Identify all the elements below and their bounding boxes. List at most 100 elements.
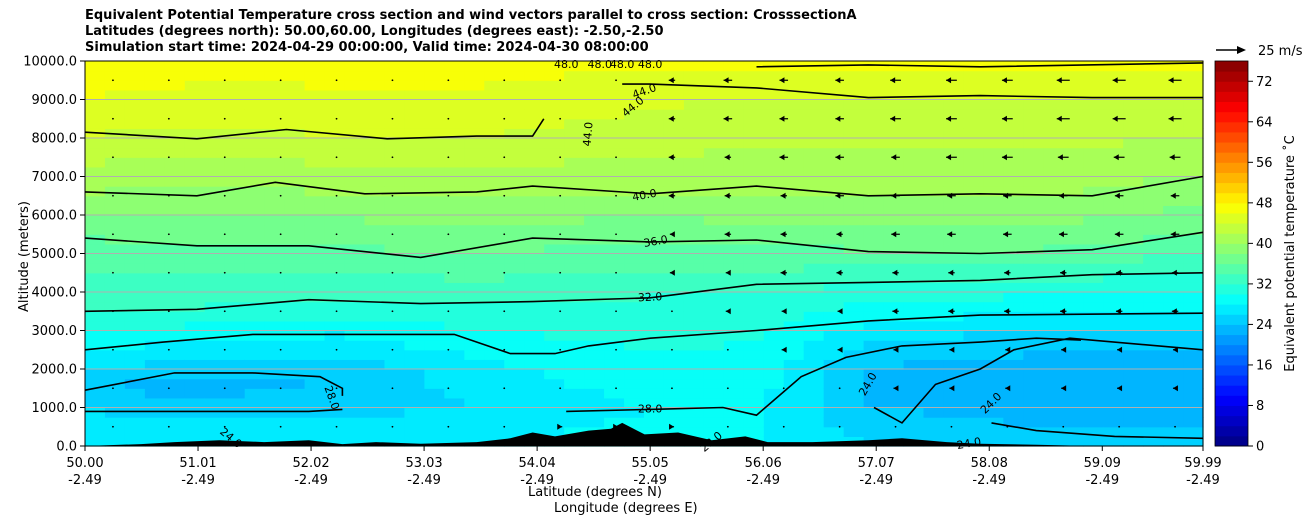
field-cell — [484, 118, 505, 129]
field-cell — [1183, 359, 1204, 370]
field-cell — [1183, 118, 1204, 129]
field-cell — [604, 128, 625, 139]
field-cell — [384, 70, 406, 81]
field-cell — [983, 166, 1004, 178]
field-cell — [963, 272, 984, 283]
field-cell — [743, 320, 765, 332]
field-cell — [124, 417, 146, 428]
field-cell — [224, 272, 246, 283]
field-cell — [264, 426, 286, 437]
field-cell — [144, 224, 166, 235]
field-cell — [1123, 369, 1144, 380]
field-cell — [1063, 282, 1084, 293]
field-cell — [464, 99, 485, 110]
field-cell — [923, 407, 945, 418]
field-cell — [843, 320, 865, 332]
field-cell — [703, 128, 725, 139]
field-cell — [164, 61, 186, 72]
field-cell — [304, 417, 326, 428]
field-cell — [624, 330, 645, 341]
x-axis-label-secondary: Longitude (degrees E) — [554, 501, 698, 516]
field-cell — [304, 80, 326, 91]
field-cell — [943, 195, 965, 206]
field-cell — [284, 426, 306, 437]
field-cell — [863, 70, 885, 81]
field-cell — [823, 301, 845, 312]
field-cell — [903, 349, 925, 360]
field-cell — [284, 89, 306, 101]
field-cell — [244, 292, 266, 303]
field-cell — [164, 118, 186, 129]
field-cell — [104, 157, 126, 168]
field-cell — [1083, 292, 1104, 303]
field-cell — [604, 215, 625, 226]
field-cell — [304, 186, 326, 197]
field-cell — [663, 340, 685, 351]
field-cell — [284, 205, 306, 216]
wind-vector-head — [1168, 77, 1174, 84]
field-cell — [823, 215, 845, 226]
field-cell — [284, 215, 306, 226]
field-cell — [224, 224, 246, 235]
field-cell — [1083, 147, 1104, 158]
wind-vector — [335, 233, 338, 236]
field-cell — [624, 157, 645, 168]
field-cell — [404, 349, 425, 360]
field-cell — [983, 417, 1004, 428]
field-cell — [584, 388, 605, 399]
field-cell — [184, 157, 206, 168]
field-cell — [963, 378, 984, 389]
field-cell — [1063, 138, 1084, 149]
field-cell — [723, 417, 745, 428]
field-cell — [424, 128, 445, 139]
field-cell — [404, 359, 425, 370]
field-cell — [464, 388, 485, 399]
field-cell — [783, 436, 805, 447]
field-cell — [783, 138, 805, 149]
field-cell — [564, 109, 585, 120]
colorbar-segment — [1215, 425, 1248, 437]
field-cell — [264, 243, 286, 255]
field-cell — [104, 89, 126, 101]
field-cell — [1083, 436, 1104, 447]
field-cell — [104, 426, 126, 437]
field-cell — [124, 215, 146, 226]
field-cell — [544, 359, 565, 370]
field-cell — [444, 61, 465, 72]
field-cell — [444, 215, 465, 226]
field-cell — [763, 166, 785, 178]
field-cell — [484, 263, 505, 274]
field-cell — [304, 195, 326, 206]
field-cell — [104, 282, 126, 293]
field-cell — [783, 195, 805, 206]
field-cell — [564, 138, 585, 149]
field-cell — [1103, 176, 1124, 187]
wind-vector-head — [1114, 192, 1120, 199]
field-cell — [504, 407, 525, 418]
field-cell — [344, 272, 366, 283]
field-cell — [85, 99, 106, 110]
field-cell — [524, 89, 545, 101]
field-cell — [464, 205, 485, 216]
field-cell — [484, 61, 505, 72]
field-cell — [624, 292, 645, 303]
wind-vector — [335, 310, 338, 313]
field-cell — [604, 157, 625, 168]
field-cell — [124, 253, 146, 264]
field-cell — [723, 311, 745, 322]
field-cell — [843, 186, 865, 197]
field-cell — [584, 378, 605, 389]
field-cell — [1163, 311, 1184, 322]
field-cell — [324, 147, 346, 158]
field-cell — [723, 340, 745, 351]
contour-line — [756, 62, 1204, 68]
field-cell — [883, 118, 905, 129]
field-cell — [124, 147, 146, 158]
field-cell — [923, 272, 945, 283]
field-cell — [464, 426, 485, 437]
field-cell — [484, 205, 505, 216]
wind-vector-head — [836, 269, 842, 276]
field-cell — [1123, 301, 1144, 312]
field-cell — [384, 195, 406, 206]
field-cell — [224, 263, 246, 274]
